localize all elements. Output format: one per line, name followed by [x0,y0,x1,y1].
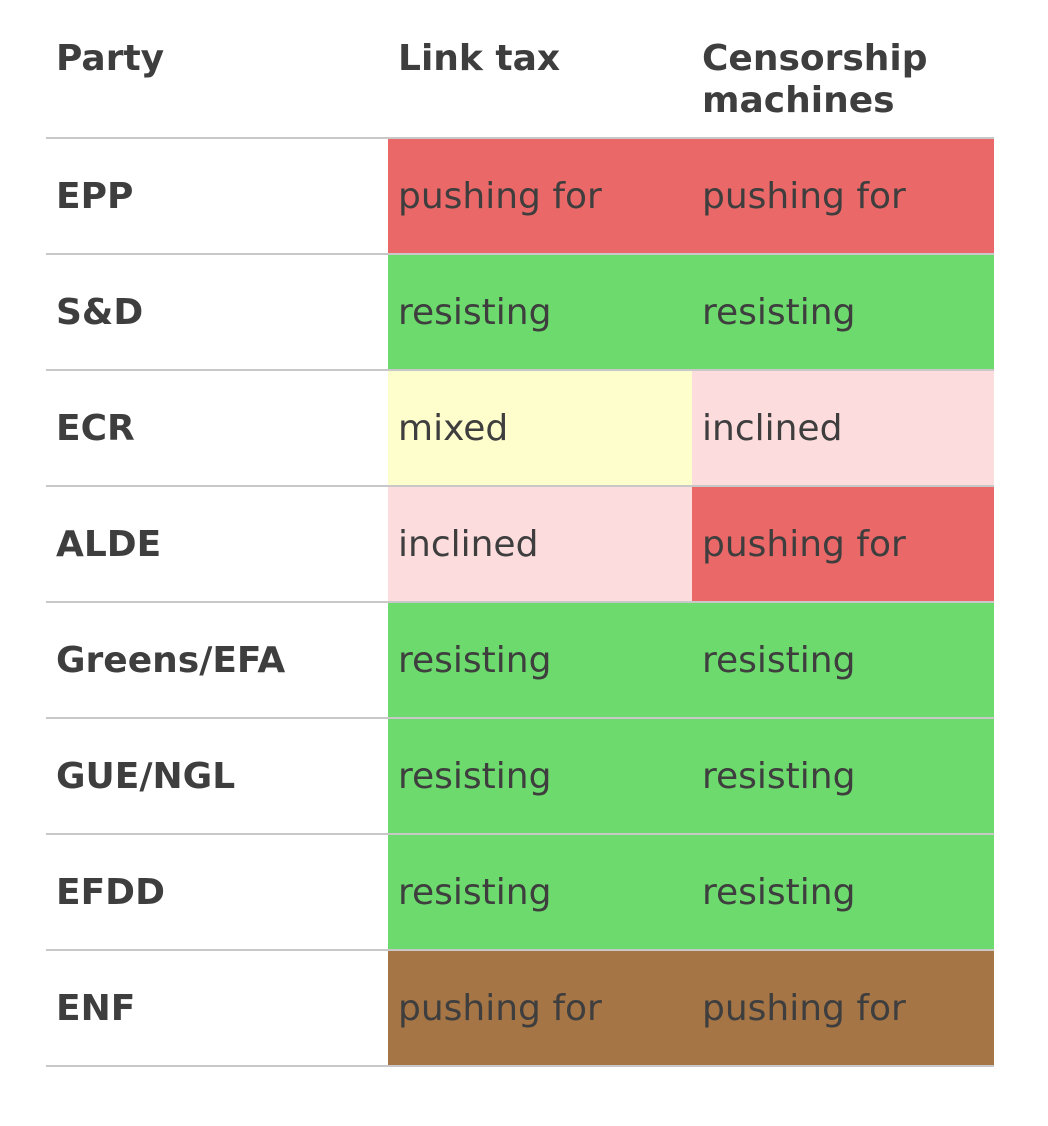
table-row: GUE/NGL resisting resisting [46,719,994,835]
row-divider [46,601,994,603]
party-positions-table: Party Link tax Censorship machines EPP p… [46,0,994,1067]
table-row: EFDD resisting resisting [46,835,994,951]
row-divider [46,485,994,487]
row-divider [46,1065,994,1067]
table-row: S&D resisting resisting [46,255,994,371]
table-header: Party Link tax Censorship machines [46,0,994,139]
party-name: ENF [56,987,136,1029]
link-tax-cell: mixed [388,371,692,485]
table-row: ECR mixed inclined [46,371,994,487]
party-name: ECR [56,407,135,449]
censorship-cell: resisting [692,835,994,949]
row-divider [46,717,994,719]
table-row: Greens/EFA resisting resisting [46,603,994,719]
link-tax-cell: resisting [388,835,692,949]
link-tax-cell: inclined [388,487,692,601]
link-tax-cell: pushing for [388,951,692,1065]
censorship-cell: inclined [692,371,994,485]
header-divider [46,137,994,139]
header-party: Party [56,38,165,79]
header-link-tax: Link tax [398,38,561,79]
censorship-cell: pushing for [692,139,994,253]
censorship-cell: pushing for [692,951,994,1065]
table-row: EPP pushing for pushing for [46,139,994,255]
party-name: Greens/EFA [56,639,286,681]
link-tax-cell: resisting [388,255,692,369]
row-divider [46,949,994,951]
header-censorship-machines: Censorship machines [702,38,928,121]
censorship-cell: pushing for [692,487,994,601]
link-tax-cell: resisting [388,603,692,717]
censorship-cell: resisting [692,255,994,369]
table-row: ALDE inclined pushing for [46,487,994,603]
row-divider [46,833,994,835]
party-name: GUE/NGL [56,755,236,797]
party-name: EFDD [56,871,165,913]
censorship-cell: resisting [692,719,994,833]
party-name: S&D [56,291,144,333]
link-tax-cell: pushing for [388,139,692,253]
row-divider [46,253,994,255]
censorship-cell: resisting [692,603,994,717]
link-tax-cell: resisting [388,719,692,833]
table-row: ENF pushing for pushing for [46,951,994,1067]
party-name: EPP [56,175,134,217]
party-name: ALDE [56,523,162,565]
row-divider [46,369,994,371]
